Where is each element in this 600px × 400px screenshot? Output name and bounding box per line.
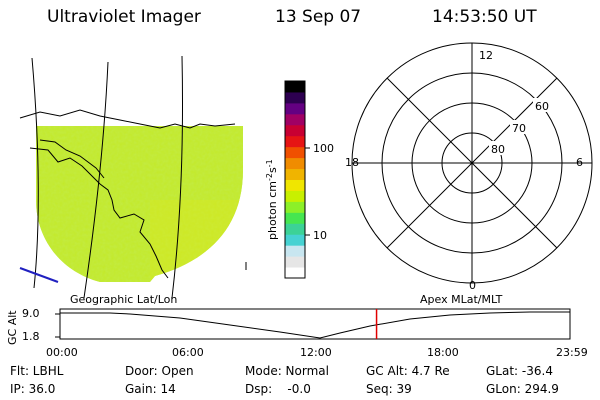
coastline: [39, 139, 105, 179]
dsp-info: Dsp: -0.0: [245, 382, 311, 396]
coastline: [19, 109, 236, 129]
y-tick-high: 9.0: [22, 307, 40, 320]
colorbar-band: [285, 256, 305, 268]
lat-label-70: 70: [512, 122, 526, 135]
time-label: 14:53:50 UT: [432, 7, 537, 27]
mlt-label-18: 18: [345, 156, 359, 169]
colorbar-tick-10: 10: [313, 229, 327, 242]
door-info: Door: Open: [125, 364, 194, 378]
mlt-label-12: 12: [479, 49, 493, 62]
mlt-label-0: 0: [469, 279, 476, 292]
altitude-curve: [60, 311, 570, 339]
gc-alt-info: GC Alt: 4.7 Re: [366, 364, 450, 378]
glon-info: GLon: 294.9: [486, 382, 559, 396]
colorbar-band: [285, 223, 305, 235]
colorbar-band: [285, 102, 305, 115]
meridian-line: [31, 57, 39, 289]
colorbar-band: [285, 113, 305, 126]
date-label: 13 Sep 07: [275, 7, 362, 27]
colorbar-band: [285, 168, 305, 180]
colorbar-band: [285, 91, 305, 104]
x-tick-2359: 23:59: [556, 346, 588, 359]
colorbar-band: [285, 81, 305, 93]
x-tick-1800: 18:00: [427, 346, 459, 359]
gain-info: Gain: 14: [125, 382, 176, 396]
colorbar-unit-label: photon cm-2s-1: [265, 159, 279, 240]
apex-label: Apex MLat/MLT: [420, 293, 503, 306]
ip-info: IP: 36.0: [10, 382, 56, 396]
geographic-label: Geographic Lat/Lon: [70, 293, 178, 306]
x-tick-0000: 00:00: [46, 346, 78, 359]
coastline: [29, 147, 169, 279]
instrument-title: Ultraviolet Imager: [47, 7, 201, 27]
colorbar-band: [285, 124, 305, 137]
blue-line: [19, 267, 59, 283]
colorbar-band: [285, 157, 305, 170]
meridian-line: [83, 61, 109, 299]
colorbar-band: [285, 146, 305, 159]
colorbar-tick-100: 100: [313, 142, 334, 155]
colorbar-band: [285, 245, 305, 257]
colorbar-band: [285, 212, 305, 224]
mlt-label-6: 6: [576, 156, 583, 169]
colorbar-band: [285, 267, 305, 279]
y-tick-low: 1.8: [22, 330, 40, 343]
meridian-line: [171, 55, 184, 299]
x-tick-0600: 06:00: [172, 346, 204, 359]
colorbar-band: [285, 135, 305, 148]
lat-label-80: 80: [491, 143, 505, 156]
x-tick-1200: 12:00: [300, 346, 332, 359]
seq-info: Seq: 39: [366, 382, 412, 396]
colorbar-band: [285, 179, 305, 191]
colorbar-band: [285, 234, 305, 246]
colorbar-band: [285, 190, 305, 202]
colorbar-band: [285, 201, 305, 213]
lat-label-60: 60: [535, 100, 549, 113]
glat-info: GLat: -36.4: [486, 364, 553, 378]
mode-info: Mode: Normal: [245, 364, 329, 378]
filter-info: Flt: LBHL: [10, 364, 64, 378]
